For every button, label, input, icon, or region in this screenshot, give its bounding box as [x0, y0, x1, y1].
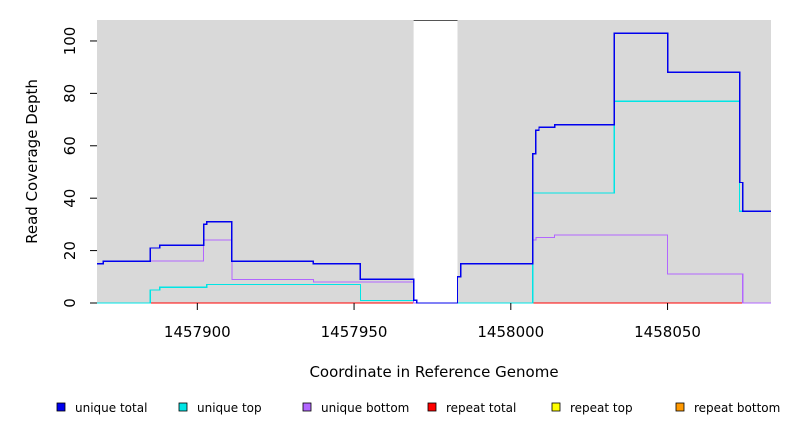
x-tick-label: 1458000: [477, 323, 544, 341]
y-tick-label: 80: [61, 84, 79, 103]
legend-swatch-unique-top: [178, 402, 188, 412]
y-tick-label: 0: [61, 298, 79, 308]
x-axis-title: Coordinate in Reference Genome: [309, 363, 558, 381]
legend-swatch-repeat-top: [551, 402, 561, 412]
y-axis-title: Read Coverage Depth: [23, 79, 41, 244]
legend-swatch-unique-bottom: [302, 402, 312, 412]
legend-swatch-repeat-bottom: [675, 402, 685, 412]
legend-label-repeat-total: repeat total: [446, 401, 516, 415]
legend-label-repeat-bottom: repeat bottom: [694, 401, 780, 415]
legend: unique total unique top unique bottom repea…: [56, 401, 780, 415]
x-axis: 1457900 1457950 1458000 1458050: [164, 303, 701, 341]
legend-label-unique-top: unique top: [197, 401, 262, 415]
legend-swatch-repeat-total: [427, 402, 437, 412]
legend-label-repeat-top: repeat top: [570, 401, 633, 415]
x-tick-label: 1458050: [634, 323, 701, 341]
legend-label-unique-total: unique total: [75, 401, 147, 415]
y-tick-label: 100: [61, 27, 79, 56]
gap-region: [413, 20, 458, 303]
y-tick-label: 20: [61, 241, 79, 260]
x-tick-label: 1457900: [164, 323, 231, 341]
series-line-unique-total: [97, 32, 771, 304]
y-tick-label: 40: [61, 189, 79, 208]
legend-swatch-unique-total: [56, 402, 66, 412]
y-axis: 0 20 40 60 80 100: [61, 27, 97, 308]
x-tick-label: 1457950: [321, 323, 388, 341]
legend-label-unique-bottom: unique bottom: [321, 401, 409, 415]
y-tick-label: 60: [61, 136, 79, 155]
series-layer: [97, 32, 771, 304]
